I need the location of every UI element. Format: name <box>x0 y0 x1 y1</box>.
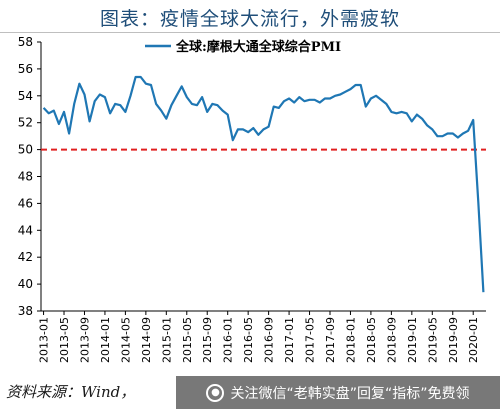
x-tick-label: 2019-05 <box>426 317 439 363</box>
x-tick-label: 2017-09 <box>324 317 337 363</box>
x-tick-label: 2014-09 <box>140 317 153 363</box>
legend-label: 全球:摩根大通全球综合PMI <box>175 39 341 55</box>
y-tick-label: 40 <box>18 277 33 291</box>
x-tick-label: 2019-01 <box>406 317 419 363</box>
y-tick-label: 42 <box>18 250 33 264</box>
chart-title: 图表：疫情全球大流行，外需疲软 <box>99 8 400 30</box>
y-tick-label: 50 <box>18 143 33 157</box>
x-tick-label: 2015-09 <box>201 317 214 363</box>
x-tick-label: 2018-09 <box>385 317 398 363</box>
y-tick-label: 56 <box>18 62 33 76</box>
x-tick-label: 2016-05 <box>242 317 255 363</box>
x-axis-group: 2013-01 2013-05 2013-09 2014-01 2014-05 2014-… <box>38 310 486 363</box>
y-tick-label: 58 <box>18 35 33 49</box>
y-tick-label: 46 <box>18 196 33 210</box>
x-tick-label: 2020-01 <box>467 317 480 363</box>
title-divider <box>0 32 500 33</box>
y-tick-label: 48 <box>18 170 33 184</box>
series-line-global-pmi <box>42 75 485 293</box>
x-tick-label: 2016-01 <box>222 317 235 363</box>
source-note: 资料来源：Wind， <box>6 383 136 401</box>
y-axis-group: 38 40 42 44 46 48 50 52 54 56 58 <box>18 35 42 318</box>
promo-watermark[interactable]: ● 关注微信“老韩实盘”回复“指标”免费领 <box>176 376 500 409</box>
y-tick-label: 38 <box>18 304 33 318</box>
x-tick-label: 2013-01 <box>38 317 51 363</box>
y-tick-label: 44 <box>18 223 33 237</box>
x-tick-label: 2015-01 <box>160 317 173 363</box>
footer: 资料来源：Wind， ● 关注微信“老韩实盘”回复“指标”免费领 <box>0 376 500 409</box>
x-tick-label: 2018-01 <box>344 317 357 363</box>
x-tick-label: 2013-09 <box>78 317 91 363</box>
watermark-text: 关注微信“老韩实盘”回复“指标”免费领 <box>230 385 470 402</box>
x-tick-label: 2017-05 <box>304 317 317 363</box>
x-tick-label: 2013-05 <box>58 317 71 363</box>
x-tick-label: 2017-01 <box>283 317 296 363</box>
series-group <box>42 75 485 293</box>
y-tick-label: 52 <box>18 116 33 130</box>
x-tick-label: 2014-05 <box>119 317 132 363</box>
legend: 全球:摩根大通全球综合PMI <box>145 39 341 55</box>
y-tick-label: 54 <box>18 89 33 103</box>
title-bar: 图表：疫情全球大流行，外需疲软 <box>0 0 500 33</box>
x-tick-label: 2019-09 <box>447 317 460 363</box>
x-tick-label: 2016-09 <box>263 317 276 363</box>
x-tick-label: 2015-05 <box>181 317 194 363</box>
x-tick-label: 2018-05 <box>365 317 378 363</box>
wechat-icon: ● <box>206 383 225 402</box>
x-tick-label: 2014-01 <box>99 317 112 363</box>
